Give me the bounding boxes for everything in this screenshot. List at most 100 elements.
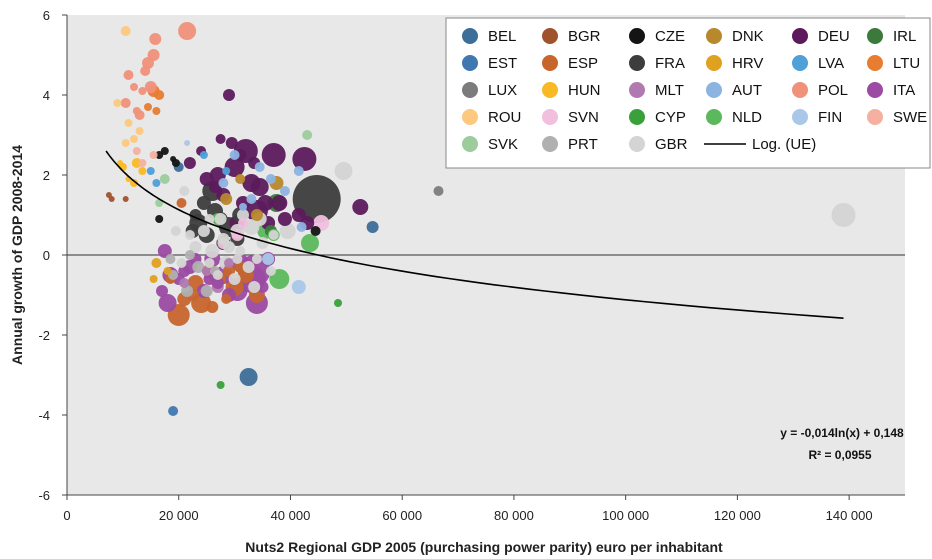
- data-point-deu: [223, 89, 235, 101]
- legend-label-rou: ROU: [488, 109, 521, 126]
- legend-label-bel: BEL: [488, 28, 516, 45]
- legend-marker-ltu: [867, 55, 883, 71]
- legend-marker-gbr: [629, 136, 645, 152]
- data-point-aut: [254, 162, 265, 172]
- legend-marker-bel: [462, 28, 478, 44]
- data-point-deu: [250, 178, 269, 196]
- data-point-deu: [292, 147, 317, 171]
- data-point-aut: [239, 203, 247, 211]
- legend-label-lva: LVA: [818, 55, 844, 72]
- data-point-aut: [296, 222, 307, 232]
- data-point-aut: [218, 178, 229, 188]
- data-point-gbr: [197, 225, 210, 237]
- data-point-rou: [130, 135, 138, 143]
- data-point-hun: [138, 167, 147, 175]
- data-point-hrv: [151, 258, 162, 268]
- data-point-deu: [215, 134, 226, 144]
- data-point-fra: [196, 196, 211, 210]
- data-point-svk: [159, 174, 170, 184]
- data-point-ltu: [144, 103, 152, 111]
- data-point-ita: [158, 294, 177, 312]
- data-point-swe: [138, 159, 147, 167]
- data-point-gbr: [184, 230, 195, 240]
- data-point-gbr: [279, 223, 296, 239]
- data-point-prt: [181, 285, 194, 297]
- data-point-gbr: [179, 186, 190, 196]
- y-tick-label: 6: [43, 8, 50, 23]
- data-point-swe: [149, 151, 158, 159]
- data-point-cze: [310, 226, 321, 236]
- legend-label-lux: LUX: [488, 82, 517, 99]
- legend-marker-hun: [542, 82, 558, 98]
- data-point-ita: [178, 265, 191, 277]
- data-point-swe: [132, 147, 141, 155]
- data-point-lva: [199, 151, 208, 159]
- data-point-esp: [206, 301, 219, 313]
- trendline-equation: y = -0,014ln(x) + 0,148 R² = 0,0955: [780, 426, 904, 462]
- data-point-gbr: [170, 226, 181, 236]
- data-point-deu: [209, 181, 221, 193]
- data-point-hrv: [149, 275, 158, 283]
- data-point-cze: [155, 215, 164, 223]
- data-point-pol: [123, 70, 134, 80]
- legend-label-deu: DEU: [818, 28, 850, 45]
- data-point-mlt: [224, 258, 234, 268]
- equation-text: y = -0,014ln(x) + 0,148: [780, 426, 904, 440]
- legend-label-hun: HUN: [568, 82, 601, 99]
- data-point-svn: [238, 218, 248, 228]
- data-point-dnk: [250, 209, 263, 221]
- data-point-cyp: [216, 381, 225, 389]
- log-trendline: [105, 150, 844, 319]
- data-point-dnk: [235, 174, 246, 184]
- data-point-lva: [146, 167, 155, 175]
- legend-label-est: EST: [488, 55, 517, 72]
- data-point-rou: [135, 127, 144, 135]
- legend-label-swe: SWE: [893, 109, 927, 126]
- data-point-fin: [262, 253, 275, 265]
- y-axis-title: Annual growth of GDP 2008-2014: [9, 145, 25, 365]
- x-tick-label: 140 000: [826, 508, 873, 523]
- data-point-fin: [291, 280, 306, 294]
- data-point-cze: [155, 151, 164, 159]
- x-axis-title: Nuts2 Regional GDP 2005 (purchasing powe…: [245, 539, 723, 555]
- data-point-rou: [113, 99, 122, 107]
- data-point-est: [168, 406, 179, 416]
- legend-label-nld: NLD: [732, 109, 762, 126]
- data-point-fra: [292, 175, 341, 223]
- data-point-aut: [293, 166, 304, 176]
- legend-marker-svk: [462, 136, 478, 152]
- legend-box: [445, 17, 931, 169]
- legend-marker-fin: [792, 109, 808, 125]
- data-point-gbr: [205, 244, 220, 258]
- data-point-esp: [176, 198, 187, 208]
- data-point-bgr: [108, 196, 115, 202]
- data-point-mlt: [201, 266, 212, 276]
- data-point-aut: [246, 194, 257, 204]
- data-point-gbr: [265, 266, 276, 276]
- y-ticks: -6 -4 -2 0 2 4 6: [38, 8, 67, 503]
- data-point-ltu: [154, 90, 165, 100]
- data-point-gbr: [176, 258, 187, 268]
- data-point-gbr: [204, 214, 215, 224]
- legend-marker-irl: [867, 28, 883, 44]
- data-point-gbr: [228, 273, 241, 285]
- data-point-gbr: [251, 254, 262, 264]
- x-ticks: 0 20 000 40 000 60 000 80 000 100 000 120 000 1…: [63, 495, 873, 523]
- data-point-pol: [138, 87, 147, 95]
- legend-label-svn: SVN: [568, 109, 599, 126]
- data-point-mlt: [179, 278, 190, 288]
- legend-marker-dnk: [706, 28, 722, 44]
- y-tick-label: 4: [43, 88, 50, 103]
- x-tick-label: 0: [63, 508, 70, 523]
- data-point-gbr: [204, 258, 215, 268]
- data-point-gbr: [223, 241, 235, 253]
- legend-label-trendline: Log. (UE): [752, 136, 816, 153]
- data-point-pol: [178, 22, 197, 40]
- legend-marker-svn: [542, 109, 558, 125]
- data-point-cze: [170, 156, 177, 162]
- data-point-rou: [121, 139, 130, 147]
- legend-label-prt: PRT: [568, 136, 598, 153]
- data-point-bgr: [122, 196, 129, 202]
- data-point-pol: [144, 81, 157, 93]
- legend-label-bgr: BGR: [568, 28, 601, 45]
